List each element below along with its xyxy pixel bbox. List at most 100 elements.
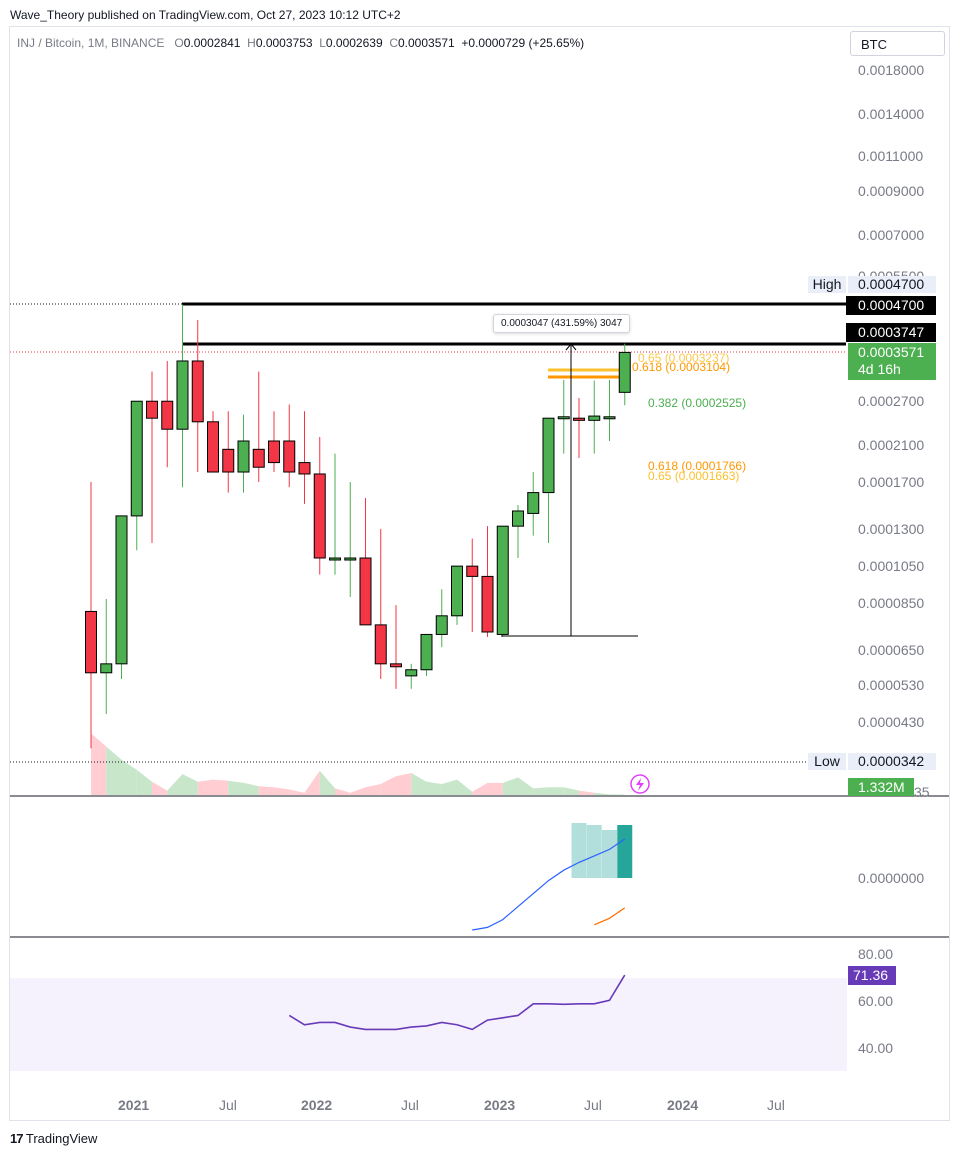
candle-body (313, 473, 326, 559)
candle-body (130, 400, 143, 517)
price-axis-label: 0.0000430 (858, 714, 925, 730)
candle-body (435, 615, 448, 635)
volume-segment (243, 782, 259, 795)
candle-body (283, 440, 296, 473)
price-axis-label: 0.0007000 (858, 226, 925, 243)
price-axis-label: 0.0009000 (858, 183, 925, 200)
fib-label-0618-bottom: 0.618 (0.0001766) (648, 459, 747, 473)
candle-body (496, 525, 509, 635)
volume-segment (441, 779, 457, 795)
candle-body (115, 515, 128, 665)
candle-body (603, 416, 616, 420)
price-axis-label: 0.0001700 (858, 474, 925, 490)
close-value: 0.0003571 (397, 36, 455, 50)
candle-body (481, 575, 494, 633)
low-value: 0.0002639 (325, 36, 383, 50)
current-price-value: 0.0003571 (858, 344, 925, 360)
candle-body (390, 663, 402, 668)
symbol-name: INJ / Bitcoin, 1M, BINANCE (17, 36, 165, 50)
price-axis-label: 0.0018000 (858, 62, 925, 78)
currency-button[interactable]: BTC (850, 31, 945, 56)
price-axis-label: 0.0011000 (858, 147, 924, 164)
volume-segment (411, 773, 427, 795)
symbol-legend: INJ / Bitcoin, 1M, BINANCE O0.0002841 H0… (17, 36, 584, 50)
x-axis-label-2021: 2021 (118, 1097, 150, 1113)
candle-body (85, 610, 97, 674)
macd-line (472, 838, 626, 931)
volume-segment (502, 777, 518, 795)
horizontal-levels (10, 302, 846, 763)
upper-line-tag: 0.0004700 (846, 296, 936, 315)
volume-segment (91, 733, 107, 795)
volume-segment (518, 777, 534, 795)
candle-body (329, 557, 341, 561)
fib-label-0382: 0.382 (0.0002525) (648, 396, 747, 410)
candle-body (512, 510, 524, 527)
price-axis-label: 0.0000530 (858, 677, 925, 694)
x-axis-label-jul-2021: Jul (219, 1097, 237, 1113)
volume-segment (167, 774, 183, 795)
high-value-tag: 0.0004700 (848, 276, 936, 293)
price-axis-label: 0.0014000 (858, 105, 925, 122)
macd-histogram-bar (602, 830, 617, 878)
candle-body (618, 351, 631, 393)
volume-segment (274, 787, 290, 795)
candle-body (359, 557, 372, 626)
rsi-line (288, 974, 626, 1031)
candle-body (405, 669, 418, 677)
open-label: O (174, 36, 184, 50)
volume-segment (396, 773, 412, 795)
chart-frame (9, 26, 950, 1121)
candle-body (344, 557, 357, 561)
volume-segment (609, 794, 625, 795)
fib-label-0618-top: 0.618 (0.0003104) (632, 360, 731, 374)
volume-segment (213, 779, 229, 795)
open-value: 0.0002841 (183, 36, 241, 50)
candle-body (466, 565, 479, 577)
lightning-glyph (636, 778, 644, 791)
publisher-caption: Wave_Theory published on TradingView.com… (10, 8, 401, 22)
volume-partial-label: 35 (914, 784, 930, 800)
price-axis-label: 0.0002100 (858, 437, 925, 454)
candle-body (252, 448, 265, 468)
volume-segment (365, 784, 381, 795)
price-axis-label: 0.0000650 (858, 641, 925, 658)
volume-segment (121, 759, 137, 795)
volume-segment (579, 790, 595, 795)
measure-label: 0.0003047 (431.59%) 3047 (493, 314, 631, 333)
x-axis-label-2022: 2022 (301, 1097, 333, 1113)
macd-signal-line (594, 907, 626, 926)
candle-body (374, 624, 387, 665)
measure-tool (501, 343, 638, 637)
macd-histogram-bar (586, 825, 602, 878)
volume-segment (197, 779, 213, 795)
tradingview-logo-icon: 17 (10, 1131, 24, 1146)
macd-histogram-bar (571, 823, 587, 878)
footer-brand: TradingView (25, 1131, 98, 1146)
volume-segment (152, 781, 168, 795)
x-axis-label-2024: 2024 (667, 1097, 699, 1113)
volume-segment (106, 746, 122, 795)
candle-body (451, 565, 463, 617)
fib-label-065-bottom: 0.65 (0.0001663) (648, 469, 740, 483)
candle-body (161, 400, 174, 430)
low-label: L (319, 36, 326, 50)
macd-axis-zero: 0.0000000 (858, 870, 925, 886)
candle-body (573, 417, 585, 421)
volume-segment (289, 789, 305, 795)
high-name-tag: High (808, 276, 846, 293)
rsi-pane (10, 974, 847, 1071)
volume-segment (487, 782, 503, 795)
change-value: +0.0000729 (+25.65%) (461, 36, 585, 50)
candle-body (588, 415, 601, 421)
rsi-axis-80: 80.00 (858, 946, 894, 962)
tradingview-footer: 17 TradingView (10, 1131, 97, 1146)
price-axis-label: 0.0001050 (858, 558, 925, 575)
rsi-band (10, 978, 847, 1071)
fib-levels (548, 368, 626, 379)
volume-tag: 1.332M (848, 778, 914, 796)
candle-body (237, 440, 250, 473)
candle-body (557, 416, 570, 420)
x-axis-label-2023: 2023 (484, 1097, 516, 1113)
